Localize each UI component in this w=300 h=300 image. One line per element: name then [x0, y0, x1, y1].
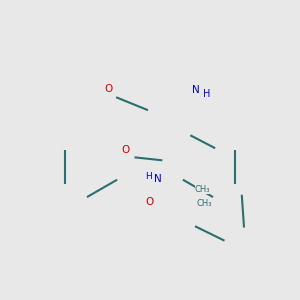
- Text: H: H: [145, 172, 152, 182]
- Text: CH₃: CH₃: [196, 199, 212, 208]
- Text: O: O: [146, 197, 154, 207]
- Text: H: H: [203, 89, 210, 99]
- Text: CH₃: CH₃: [195, 185, 210, 194]
- Text: N: N: [154, 174, 162, 184]
- Text: N: N: [192, 85, 200, 95]
- Text: O: O: [121, 145, 129, 155]
- Text: O: O: [104, 84, 112, 94]
